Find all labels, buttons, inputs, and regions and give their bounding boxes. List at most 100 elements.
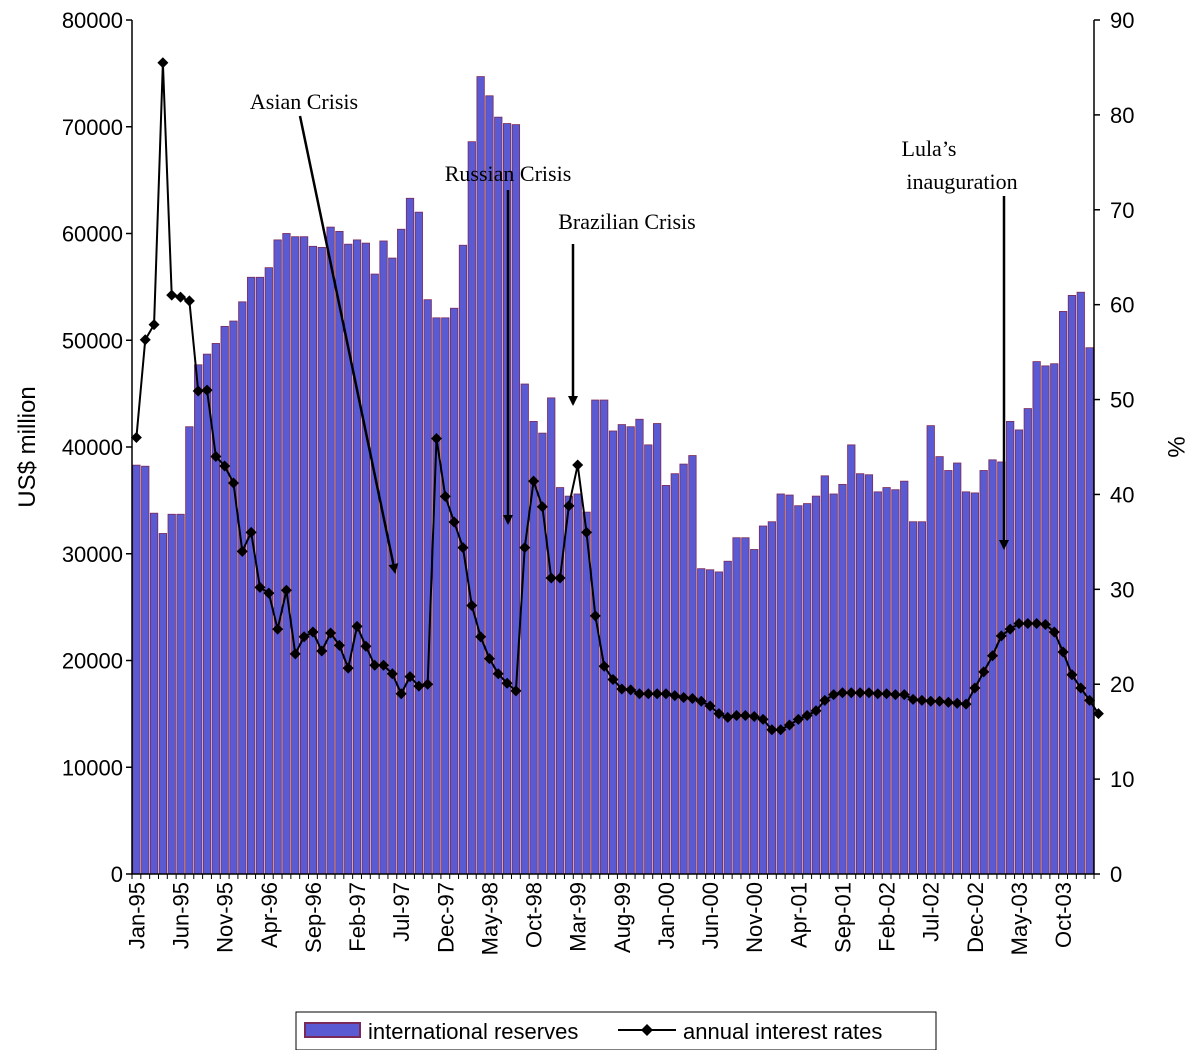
x-tick-label: Oct-03 [1051,882,1076,948]
reserves-bar [803,503,812,875]
interest-line-layer [130,57,1104,736]
interest-rate-point [731,710,743,722]
interest-rate-point [775,724,787,736]
reserves-bar [485,95,494,875]
interest-rate-point [378,659,390,671]
interest-rate-point [1004,623,1016,635]
interest-rate-point [430,432,442,444]
interest-rate-point [607,673,619,685]
x-tick-label: Jan-00 [654,882,679,949]
annotations-layer: Asian Crisis Russian Crisis Brazilian Cris… [250,89,1018,574]
reserves-bar [714,571,724,875]
reserves-bar [697,568,706,875]
reserves-bar [847,444,856,875]
interest-rate-point [598,660,610,672]
interest-rate-point [669,690,681,702]
interest-rate-point [881,688,893,700]
interest-rate-point [1075,682,1087,694]
reserves-bar [361,242,371,875]
x-tick-label: Oct-98 [522,882,547,948]
interest-rate-point [916,694,928,706]
interest-rate-point [448,516,460,528]
interest-rate-point [466,599,478,611]
interest-rate-point [386,668,398,680]
interest-rate-point [519,542,531,554]
reserves-bar [238,301,247,875]
interest-rate-point [183,295,195,307]
reserves-bar [564,495,573,875]
interest-rate-point [625,684,637,696]
y-tick-label: 60000 [62,222,123,247]
interest-rate-point [439,490,451,502]
x-tick-label: Jan-95 [124,882,149,949]
reserves-bar [352,239,362,875]
reserves-bar [220,325,229,875]
reserves-bar [247,276,256,875]
reserves-bar [555,487,565,875]
reserves-bar [688,455,697,875]
interest-rate-point [289,648,301,660]
reserves-bar [644,444,653,875]
interest-rate-point [845,687,857,699]
reserves-bar [441,317,450,875]
reserves-bar [732,537,741,875]
interest-rate-point [836,687,848,699]
legend-frame [295,1011,937,1050]
reserves-bar [961,491,971,875]
reserves-bar [397,228,406,875]
reserves-bar [308,245,318,875]
interest-rate-point [1031,617,1043,629]
interest-rate-point [404,671,416,683]
x-tick-label: May-03 [1007,882,1032,955]
reserves-bar [379,240,388,875]
reserves-bar [299,236,309,875]
y2-axis-title: % [1162,436,1188,457]
reserves-bar [547,397,556,875]
reserves-bar [661,485,671,875]
interest-rate-point [554,572,566,584]
reserves-bar [1023,408,1032,875]
reserves-bar [1006,420,1015,875]
reserves-bar [158,533,168,875]
reserves-bar [494,116,503,875]
interest-rate-point [254,581,266,593]
interest-rate-point [898,689,910,701]
reserves-bar [626,426,635,875]
reserves-bar [450,307,459,875]
interest-rate-point [528,475,540,487]
reserves-bar [617,424,626,875]
reserves-bar [317,246,326,875]
interest-rate-point [651,688,663,700]
interest-rate-point [360,640,372,652]
interest-rate-point [1066,669,1078,681]
interest-rate-point [942,696,954,708]
y-tick-label: 10000 [62,755,123,780]
reserves-bar [273,239,282,875]
interest-rate-point [536,501,548,513]
interest-rate-point [192,385,204,397]
reserves-bar [202,353,212,875]
y2-tick-label: 40 [1110,482,1134,507]
interest-rate-point [713,708,725,720]
interest-rate-point [210,450,222,462]
interest-rate-point [413,680,425,692]
reserves-bar [326,226,335,875]
reserves-bar [758,525,768,875]
y-tick-label: 80000 [62,8,123,33]
y-axis-title: US$ million [14,386,41,507]
legend-swatch-bars [304,1022,361,1038]
y2-tick-label: 30 [1110,577,1134,602]
reserves-bar [291,236,300,875]
reserves-bar [405,197,415,875]
interest-rate-point [148,319,160,331]
reserves-bar [900,480,909,875]
interest-rate-point [325,627,337,639]
interest-rate-point [633,688,645,700]
y2-tick-label: 50 [1110,388,1134,413]
reserves-bar [176,513,185,875]
interest-rate-point [792,713,804,725]
interest-rate-point [660,688,672,700]
reserves-bar [741,537,750,875]
interest-rate-point [810,705,822,717]
interest-rate-point [483,653,495,665]
